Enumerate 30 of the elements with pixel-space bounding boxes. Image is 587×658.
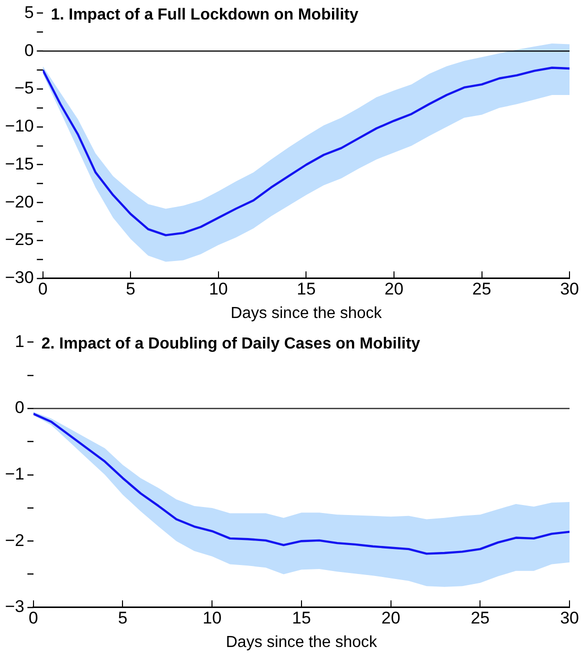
x-tick-label: 5	[126, 279, 136, 298]
x-tick-label: 30	[560, 279, 580, 298]
x-tick-label: 30	[560, 608, 580, 628]
y-tick-label: −5	[14, 78, 34, 98]
y-tick-label: −25	[4, 230, 34, 250]
y-tick-label: −15	[4, 154, 34, 174]
y-tick-label: 1	[14, 332, 24, 351]
x-tick-label: 20	[384, 279, 404, 298]
x-tick-label: 0	[38, 279, 48, 298]
x-axis-title: Days since the shock	[230, 304, 383, 322]
x-tick-label: 15	[292, 608, 311, 628]
y-tick-label: −1	[4, 464, 24, 484]
x-tick-label: 10	[208, 279, 228, 298]
y-tick-label: 0	[14, 398, 24, 418]
y-tick-label: −30	[4, 268, 34, 288]
x-tick-label: 5	[118, 608, 128, 628]
x-tick-label: 15	[296, 279, 316, 298]
x-axis-title: Days since the shock	[226, 634, 378, 651]
y-tick-label: −20	[4, 192, 34, 212]
y-tick-label: −2	[4, 530, 24, 550]
x-tick-label: 20	[381, 608, 400, 628]
y-tick-label: −3	[4, 597, 24, 616]
chart-title: 2. Impact of a Doubling of Daily Cases on Mobility	[41, 336, 420, 353]
x-tick-label: 25	[470, 608, 490, 628]
chart-title: 1. Impact of a Full Lockdown on Mobility	[50, 6, 358, 24]
y-tick-label: 5	[24, 2, 34, 22]
y-tick-label: 0	[24, 40, 34, 60]
y-tick-label: −10	[4, 116, 34, 136]
x-tick-label: 25	[472, 279, 492, 298]
x-tick-label: 10	[202, 608, 222, 628]
